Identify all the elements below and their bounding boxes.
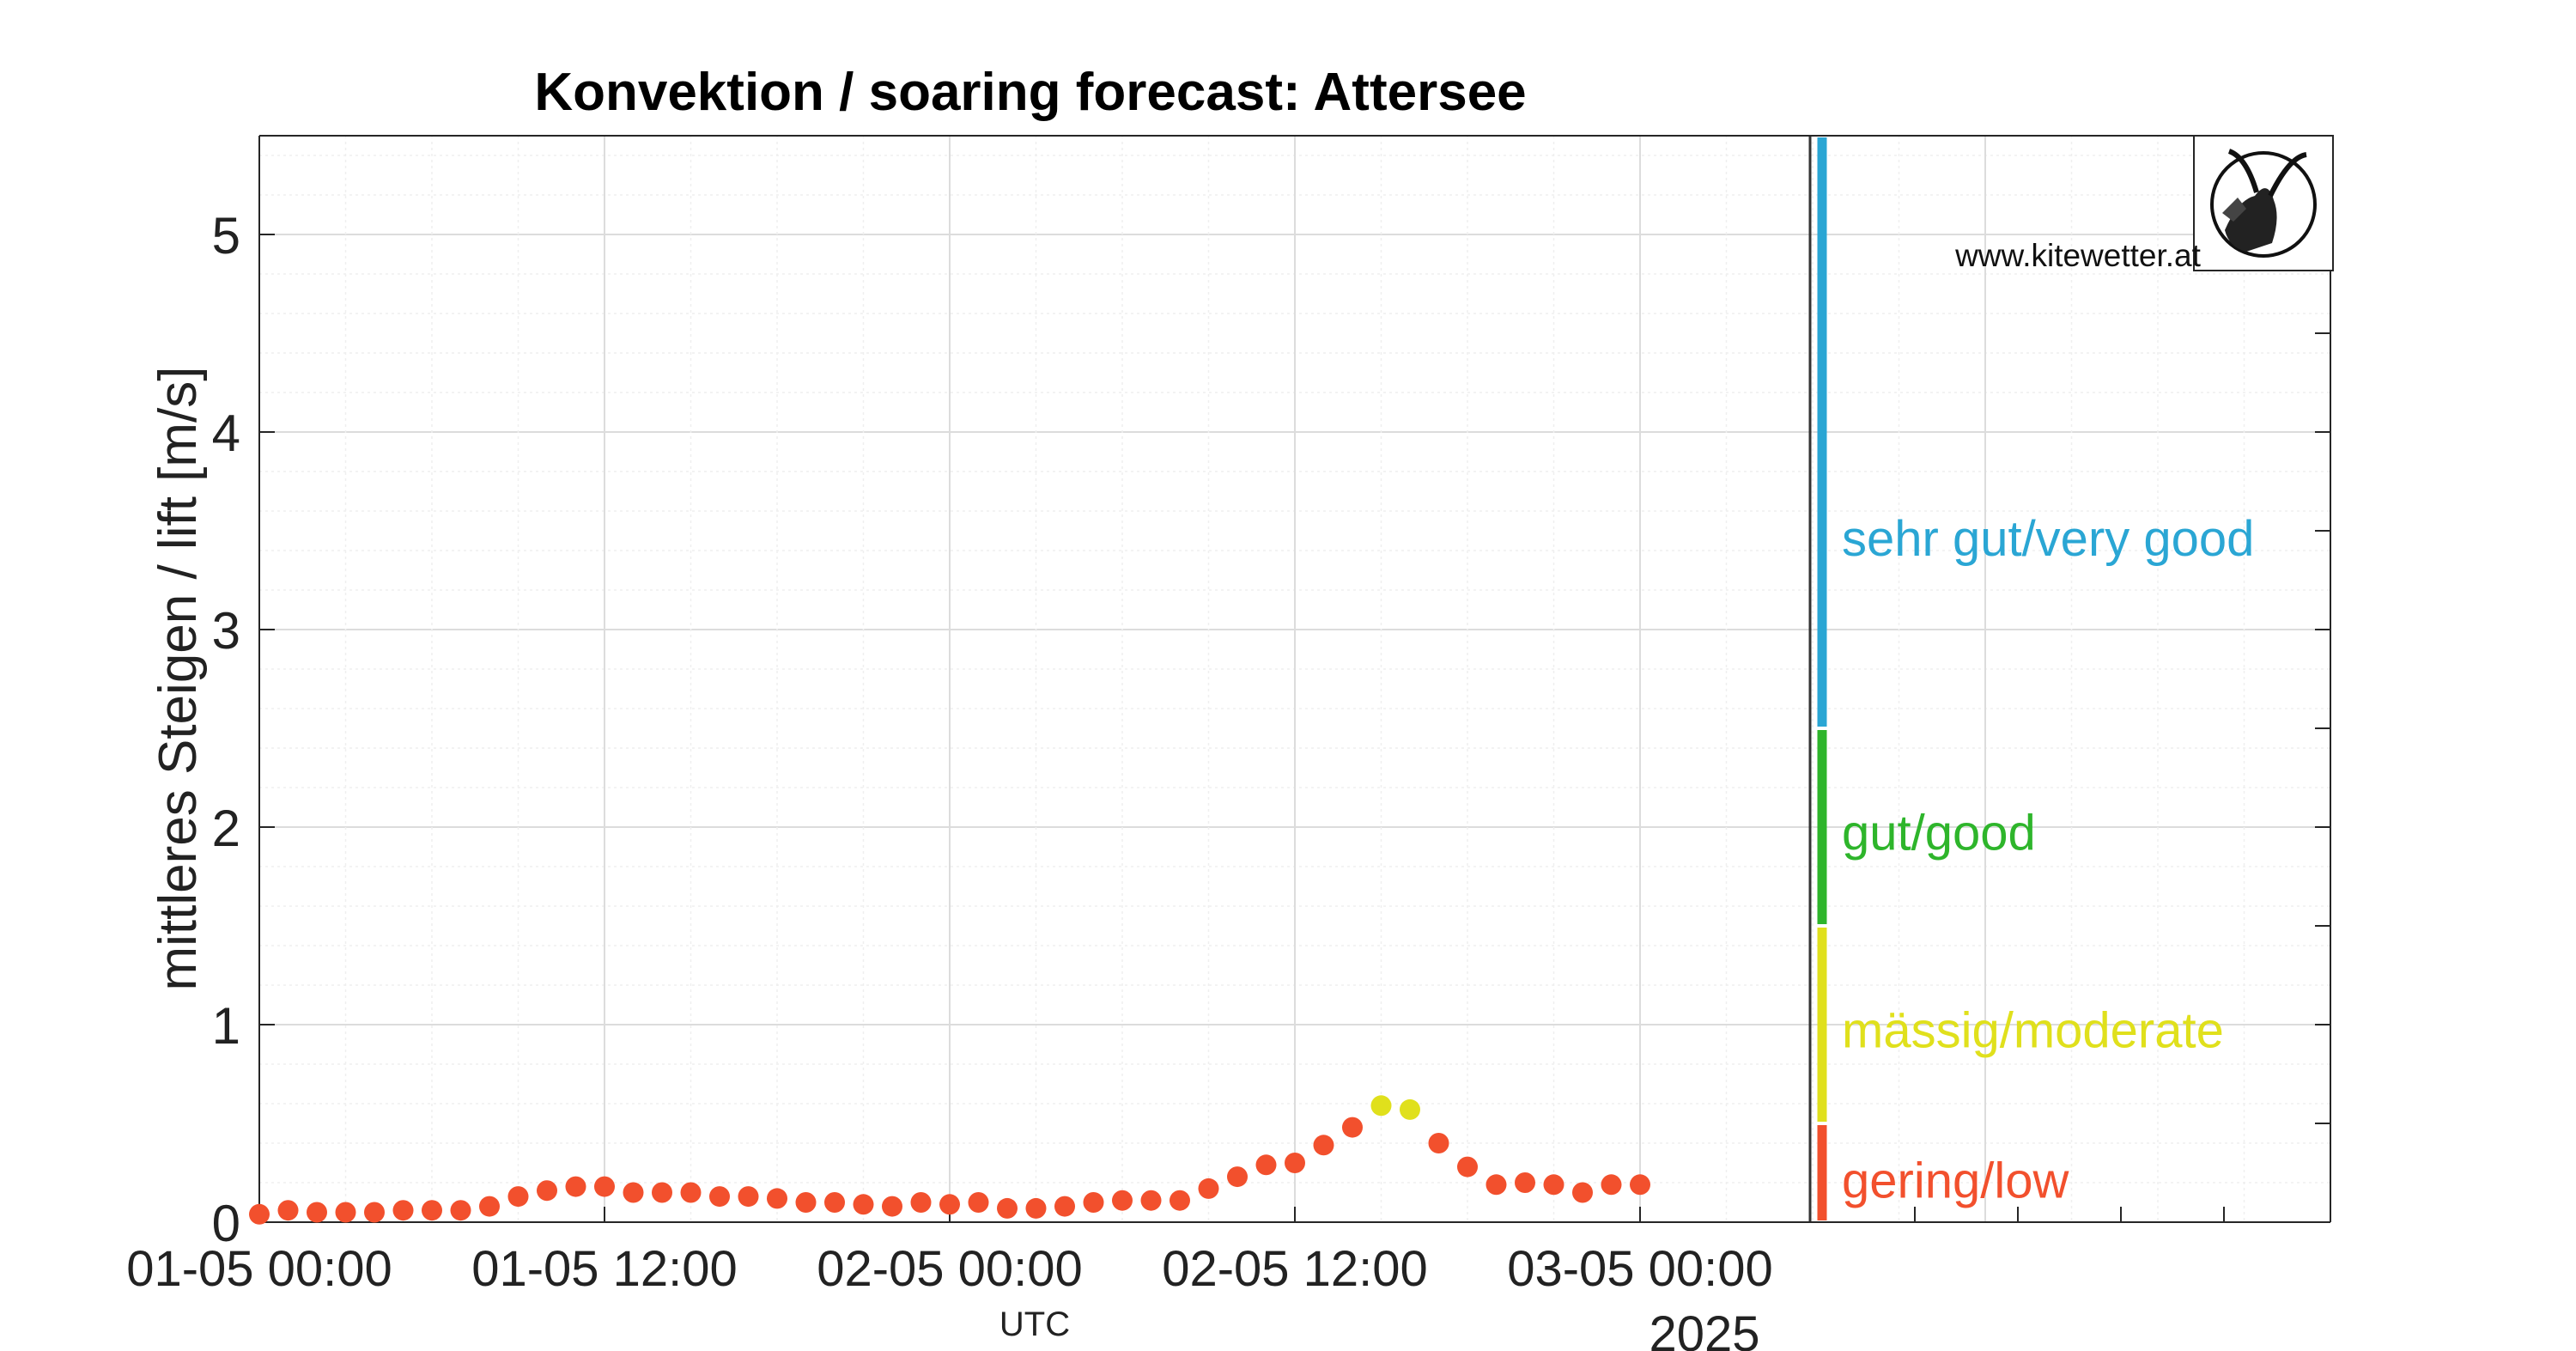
data-point: [910, 1192, 932, 1213]
data-point: [968, 1192, 989, 1213]
data-point: [997, 1197, 1018, 1219]
data-point: [594, 1176, 615, 1197]
website-label: www.kitewetter.at: [1954, 238, 2202, 273]
data-point: [392, 1200, 414, 1221]
data-point: [1054, 1196, 1075, 1217]
y-tick-label: 1: [212, 997, 240, 1055]
data-point: [1428, 1133, 1449, 1153]
axes: 0 1 2 3 4 5 01-05 00:00 01-05 12:00 02-05 00:00 0…: [126, 135, 2331, 1351]
data-point: [479, 1196, 500, 1217]
x-tick-label: 02-05 12:00: [1162, 1241, 1428, 1297]
rating-label: mässig/moderate: [1842, 1003, 2224, 1059]
data-point: [1227, 1166, 1248, 1188]
y-tick-label: 4: [212, 405, 240, 462]
x-tick-label: 01-05 12:00: [471, 1241, 738, 1297]
data-point: [1543, 1174, 1564, 1196]
chart-title: Konvektion / soaring forecast: Attersee: [534, 63, 1526, 122]
data-point: [623, 1182, 644, 1203]
data-point: [1112, 1190, 1133, 1211]
y-tick-label: 3: [212, 602, 240, 660]
data-point: [853, 1194, 874, 1215]
data-point: [1083, 1192, 1104, 1213]
data-point: [1572, 1182, 1593, 1203]
data-point: [1170, 1190, 1190, 1211]
data-point: [422, 1200, 442, 1221]
y-tick-label: 0: [212, 1195, 240, 1252]
data-point: [680, 1182, 702, 1203]
year-label: 2025: [1649, 1306, 1759, 1351]
data-point: [507, 1186, 529, 1208]
data-point: [1285, 1153, 1305, 1173]
y-tick-label: 2: [212, 800, 240, 857]
data-point: [795, 1192, 817, 1213]
logo-box: [2193, 135, 2334, 271]
data-point: [882, 1196, 902, 1217]
ibex-head-icon: [2210, 149, 2317, 258]
data-point: [1370, 1095, 1392, 1117]
x-tick-label: 03-05 00:00: [1507, 1241, 1773, 1297]
data-point: [249, 1203, 270, 1225]
data-point: [335, 1202, 356, 1223]
data-point: [709, 1186, 730, 1208]
data-point: [738, 1186, 759, 1208]
grid-lines: [259, 136, 2330, 1222]
rating-label: sehr gut/very good: [1842, 511, 2254, 567]
data-point: [652, 1182, 672, 1203]
data-point: [1630, 1174, 1650, 1196]
data-point: [1140, 1190, 1162, 1211]
rating-scale: sehr gut/very good gut/good mässig/moderat…: [1817, 137, 2254, 1220]
rating-label: gut/good: [1842, 806, 2036, 861]
data-point: [1400, 1098, 1420, 1120]
data-point: [565, 1176, 586, 1197]
data-point: [1485, 1174, 1507, 1196]
x-tick-label: 02-05 00:00: [817, 1241, 1083, 1297]
data-point: [1515, 1172, 1535, 1193]
x-axis-label: UTC: [999, 1305, 1070, 1343]
data-point: [307, 1202, 327, 1223]
data-point: [1457, 1156, 1478, 1178]
data-point: [939, 1194, 960, 1215]
data-points: [249, 1095, 1650, 1225]
data-point: [364, 1202, 385, 1223]
y-axis-label: mittleres Steigen / lift [m/s]: [149, 367, 208, 991]
data-point: [824, 1192, 845, 1213]
x-tick-label: 01-05 00:00: [126, 1241, 392, 1297]
data-point: [1025, 1197, 1047, 1219]
data-point: [767, 1188, 787, 1209]
data-point: [1198, 1178, 1219, 1199]
data-point: [277, 1200, 299, 1221]
rating-label: gering/low: [1842, 1153, 2069, 1208]
data-point: [1342, 1117, 1363, 1138]
data-point: [1255, 1154, 1277, 1176]
data-point: [1313, 1135, 1334, 1156]
y-tick-label: 5: [212, 207, 240, 265]
data-point: [1601, 1174, 1622, 1196]
data-point: [537, 1180, 557, 1202]
data-point: [450, 1200, 471, 1221]
